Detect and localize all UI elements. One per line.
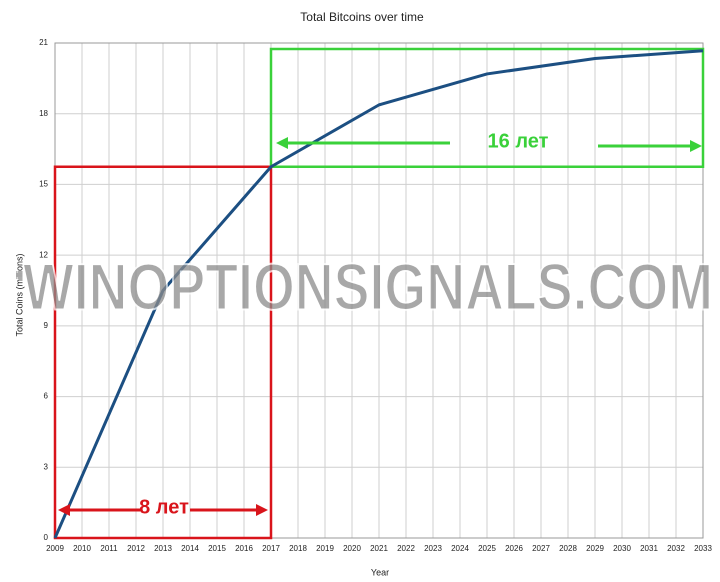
green-span: 16 лет [276,130,702,152]
x-tick-label: 2033 [694,544,712,553]
x-tick-label: 2029 [586,544,604,553]
highlight-box [53,165,273,540]
x-tick-label: 2016 [235,544,253,553]
x-tick-label: 2032 [667,544,685,553]
y-tick-label: 12 [39,250,48,259]
x-tick-label: 2025 [478,544,496,553]
x-tick-label: 2028 [559,544,577,553]
plot [53,49,704,539]
watermark: WINOPTIONSIGNALS.COM [23,249,713,323]
x-tick-label: 2018 [289,544,307,553]
x-tick-label: 2031 [640,544,658,553]
x-tick-label: 2011 [100,544,118,553]
y-tick-label: 6 [44,392,49,401]
x-axis-label: Year [371,567,389,577]
y-axis-label: Total Coins (millions) [14,253,24,336]
x-tick-label: 2017 [262,544,280,553]
x-tick-label: 2012 [127,544,145,553]
x-tick-label: 2020 [343,544,361,553]
y-tick-label: 15 [39,180,48,189]
x-tick-label: 2026 [505,544,523,553]
grid: 0 3 6 9 12 15 18 21 2009 2010 2011 2012 2013 2014 2015… [39,38,712,553]
x-tick-label: 2009 [46,544,64,553]
y-tick-label: 0 [44,533,49,542]
y-tick-label: 9 [44,321,49,330]
y-tick-label: 3 [44,462,49,471]
red-span: 8 лет [58,496,268,518]
annotation: 8 лет [139,496,189,518]
highlight-box [269,47,705,168]
x-tick-label: 2013 [154,544,172,553]
data-line [53,49,704,539]
x-tick-label: 2021 [370,544,388,553]
annotation-boxes [53,47,705,540]
arrow-head [256,504,268,516]
x-tick-label: 2030 [613,544,631,553]
arrow-head [690,140,702,152]
y-tick-label: 21 [39,38,48,47]
x-tick-label: 2023 [424,544,442,553]
x-tick-label: 2022 [397,544,415,553]
annotation: 16 лет [488,130,549,152]
y-tick-label: 18 [39,109,48,118]
x-tick-label: 2014 [181,544,199,553]
x-tick-label: 2010 [73,544,91,553]
arrow-head [276,137,288,149]
x-tick-label: 2024 [451,544,469,553]
x-tick-label: 2027 [532,544,550,553]
x-tick-label: 2019 [316,544,334,553]
arrow-head [58,504,70,516]
chart-title: Total Bitcoins over time [300,10,424,24]
x-tick-label: 2015 [208,544,226,553]
